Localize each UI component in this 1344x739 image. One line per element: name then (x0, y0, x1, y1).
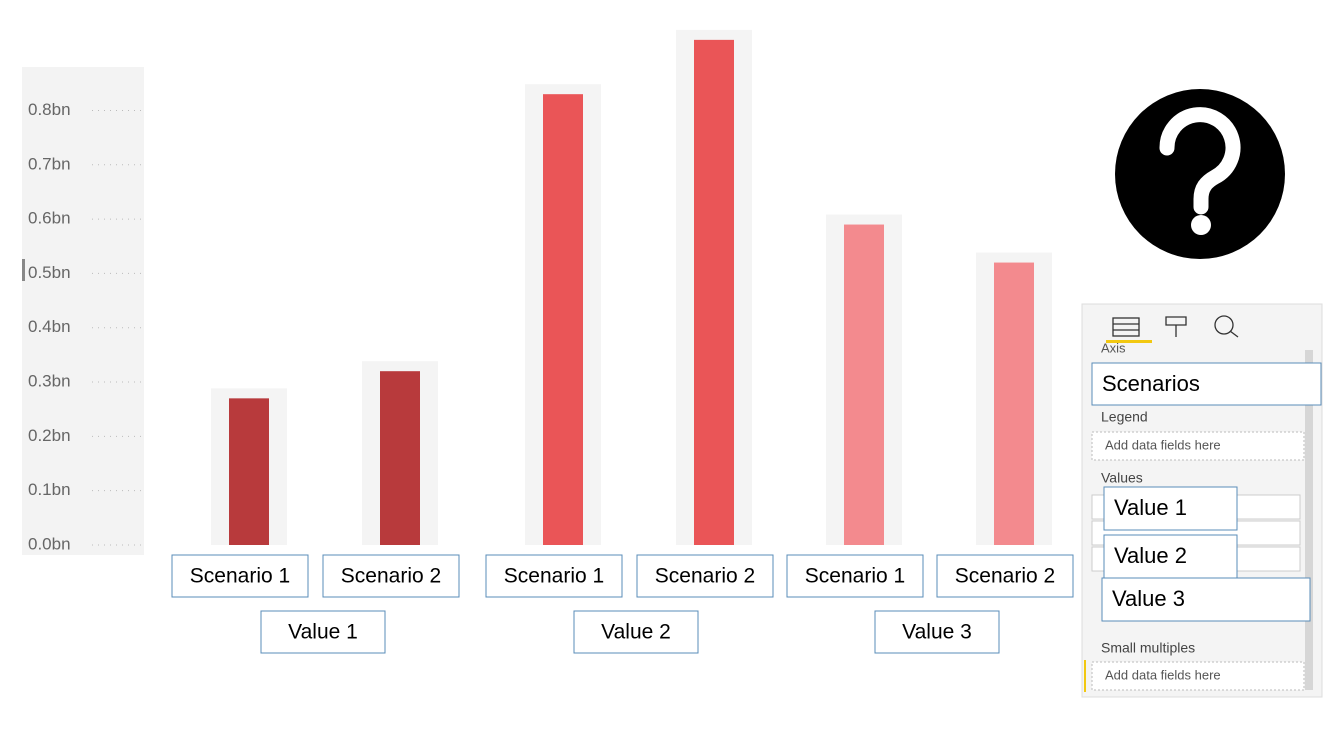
y-tick-label: 0.5bn (28, 263, 71, 282)
y-tick-label: 0.2bn (28, 426, 71, 445)
pane-label: Small multiples (1101, 640, 1195, 656)
axis-handle (22, 259, 25, 281)
value-field[interactable]: Value 1 (1114, 495, 1187, 520)
x-tick-label: Scenario 1 (190, 565, 290, 588)
category-box (786, 554, 924, 598)
x-tick-label: Scenario 2 (341, 565, 441, 588)
y-tick-label: 0.1bn (28, 480, 71, 499)
pane-label: Legend (1101, 409, 1148, 425)
axis-panel (22, 67, 144, 555)
field-box (1103, 534, 1238, 579)
x-tick-label: Scenario 1 (504, 565, 604, 588)
value-field[interactable]: Value 2 (1114, 543, 1187, 568)
x-tick-label: Scenario 1 (805, 565, 905, 588)
group-box (874, 610, 1000, 654)
group-box (573, 610, 699, 654)
y-tick-label: 0.7bn (28, 154, 71, 173)
group-label: Value 1 (288, 621, 358, 644)
bar (694, 39, 734, 545)
group-label: Value 2 (601, 621, 671, 644)
bar (380, 371, 420, 545)
x-tick-label: Scenario 2 (655, 565, 755, 588)
category-box (936, 554, 1074, 598)
placeholder[interactable]: Add data fields here (1105, 437, 1221, 452)
x-tick-label: Scenario 2 (955, 565, 1055, 588)
field-pane: Axis Scenarios Legend Add data fields he… (1081, 303, 1323, 698)
bar (229, 398, 269, 545)
category-box (171, 554, 309, 598)
bar (994, 262, 1034, 545)
group-label: Value 3 (902, 621, 972, 644)
field-box (1101, 577, 1311, 622)
category-box (485, 554, 623, 598)
axis-field[interactable]: Scenarios (1102, 371, 1200, 396)
pane-label: Axis (1101, 340, 1126, 355)
y-tick-label: 0.8bn (28, 100, 71, 119)
category-box (322, 554, 460, 598)
y-tick-label: 0.4bn (28, 317, 71, 336)
category-box (636, 554, 774, 598)
bar (844, 224, 884, 545)
pane-label: Values (1101, 470, 1143, 486)
bar (543, 94, 583, 545)
value-field[interactable]: Value 3 (1112, 586, 1185, 611)
y-tick-label: 0.0bn (28, 534, 71, 553)
y-tick-label: 0.3bn (28, 372, 71, 391)
group-box (260, 610, 386, 654)
field-box (1103, 486, 1238, 531)
help-icon (1115, 89, 1285, 259)
placeholder[interactable]: Add data fields here (1105, 667, 1221, 682)
y-tick-label: 0.6bn (28, 209, 71, 228)
